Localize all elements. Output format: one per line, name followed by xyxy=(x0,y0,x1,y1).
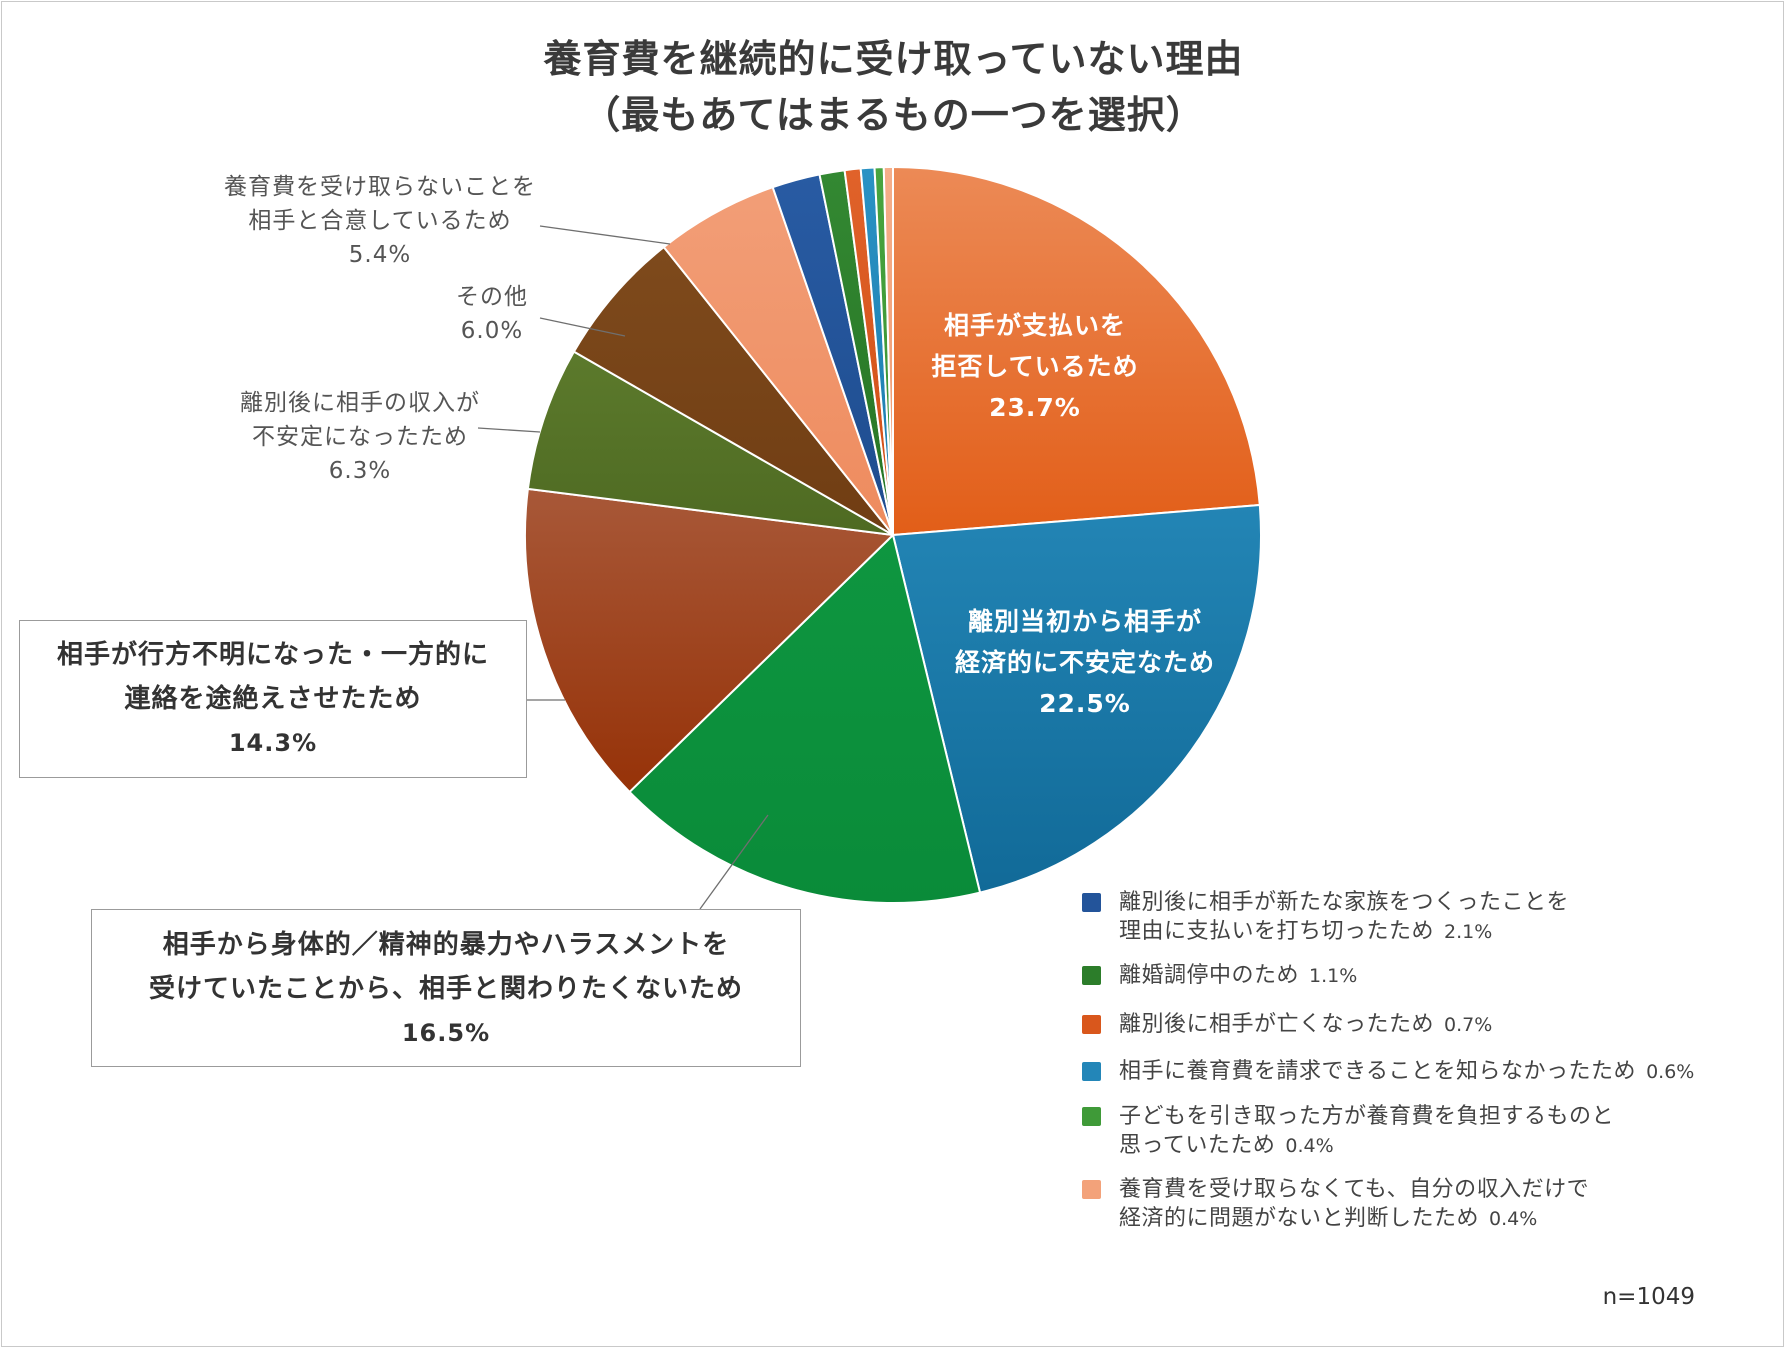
pie-slice-missing xyxy=(524,487,894,793)
leader-other xyxy=(539,317,626,337)
slice-label-refuse: 相手が支払いを 拒否しているため 23.7% xyxy=(931,311,1139,422)
legend-item: 子どもを引き取った方が養育費を負担するものと 思っていたため 0.4% xyxy=(1082,1102,1772,1161)
pie-slice-unstable xyxy=(892,503,1262,894)
legend: 離別後に相手が新たな家族をつくったことを 理由に支払いを打ち切ったため 2.1% … xyxy=(1082,888,1772,1248)
legend-item: 離婚調停中のため 1.1% xyxy=(1082,961,1772,991)
legend-value: 0.4% xyxy=(1489,1208,1538,1230)
legend-item: 養育費を受け取らなくても、自分の収入だけで 経済的に問題がないと判断したため 0.… xyxy=(1082,1175,1772,1234)
pie-slice-selfinc xyxy=(882,166,894,536)
legend-item: 離別後に相手が新たな家族をつくったことを 理由に支払いを打ち切ったため 2.1% xyxy=(1082,888,1772,947)
legend-item: 相手に養育費を請求できることを知らなかったため 0.6% xyxy=(1082,1057,1772,1087)
legend-label: 経済的に問題がないと判断したため xyxy=(1119,1206,1480,1231)
legend-label: 子どもを引き取った方が養育費を負担するものと xyxy=(1119,1104,1615,1129)
slice-label-violence: 相手から身体的／精神的暴力やハラスメントを 受けていたことから、相手と関わりたく… xyxy=(91,909,801,1067)
slice-label-missing: 相手が行方不明になった・一方的に 連絡を途絶えさせたため 14.3% xyxy=(19,620,527,778)
legend-label: 思っていたため xyxy=(1119,1133,1276,1158)
legend-label: 離別後に相手が亡くなったため xyxy=(1119,1012,1435,1037)
leader-violence xyxy=(699,814,769,910)
legend-value: 2.1% xyxy=(1444,921,1493,943)
legend-value: 0.7% xyxy=(1444,1014,1493,1036)
slice-label-income: 離別後に相手の収入が 不安定になったため 6.3% xyxy=(240,390,480,484)
chart-subtitle: （最もあてはまるもの一つを選択） xyxy=(582,93,1205,137)
legend-value: 1.1% xyxy=(1309,965,1358,987)
pie-slice-refuse xyxy=(892,166,1261,536)
legend-label: 離婚調停中のため xyxy=(1119,963,1300,988)
pie-slice-violence xyxy=(628,534,982,904)
legend-swatch xyxy=(1082,1062,1101,1081)
legend-swatch xyxy=(1082,1107,1101,1126)
legend-value: 0.4% xyxy=(1285,1135,1334,1157)
legend-label: 理由に支払いを打ち切ったため xyxy=(1119,919,1435,944)
leader-agree xyxy=(539,225,671,245)
legend-label: 離別後に相手が新たな家族をつくったことを xyxy=(1119,890,1570,915)
legend-label: 相手に養育費を請求できることを知らなかったため xyxy=(1119,1059,1637,1084)
legend-label: 養育費を受け取らなくても、自分の収入だけで xyxy=(1119,1177,1590,1202)
legend-swatch xyxy=(1082,893,1101,912)
pie-slice-income xyxy=(526,350,894,536)
leader-income xyxy=(477,427,541,433)
legend-swatch xyxy=(1082,1180,1101,1199)
pie-slice-other xyxy=(572,246,894,536)
slice-label-other: その他 6.0% xyxy=(456,284,528,344)
sample-size: n=1049 xyxy=(1602,1284,1695,1310)
legend-swatch xyxy=(1082,966,1101,985)
legend-item: 離別後に相手が亡くなったため 0.7% xyxy=(1082,1010,1772,1040)
legend-value: 0.6% xyxy=(1646,1061,1695,1083)
slice-label-unstable: 離別当初から相手が 経済的に不安定なため 22.5% xyxy=(954,607,1215,718)
legend-swatch xyxy=(1082,1015,1101,1034)
slice-label-agree: 養育費を受け取らないことを 相手と合意しているため 5.4% xyxy=(224,174,536,268)
chart-title: 養育費を継続的に受け取っていない理由 xyxy=(543,37,1244,81)
